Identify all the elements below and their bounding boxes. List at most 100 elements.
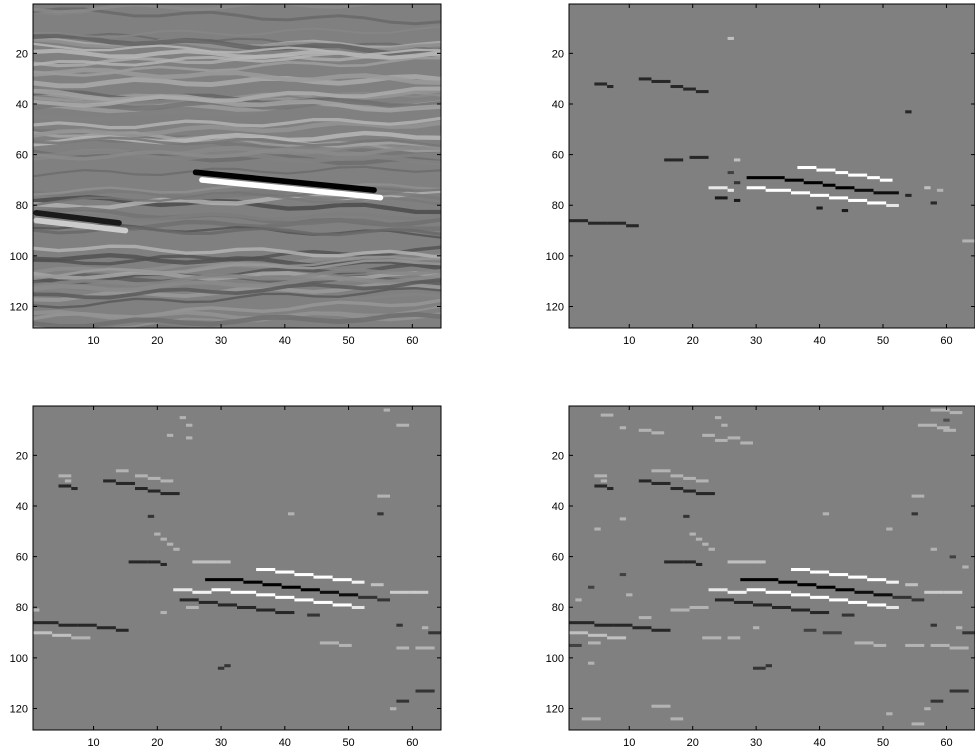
reflectivity-spike	[307, 613, 320, 617]
reflectivity-spike	[683, 560, 696, 564]
reflectivity-spike	[186, 605, 199, 610]
y-tick-label: 60	[552, 552, 564, 564]
reflectivity-spike	[638, 479, 652, 483]
reflectivity-spike	[886, 712, 893, 716]
reflectivity-spike	[867, 603, 887, 607]
x-tick-label: 20	[151, 335, 163, 347]
reflectivity-spike	[313, 600, 333, 604]
reflectivity-spike	[714, 416, 722, 420]
reflectivity-spike	[943, 428, 956, 432]
reflectivity-spike	[784, 178, 804, 182]
heatmap-area	[569, 4, 975, 328]
reflectivity-spike	[733, 158, 741, 162]
reflectivity-spike	[740, 441, 753, 445]
reflectivity-spike	[332, 603, 352, 607]
reflectivity-spike	[594, 484, 608, 488]
reflectivity-spike	[848, 198, 868, 202]
reflectivity-spike	[192, 560, 218, 564]
reflectivity-spike	[708, 186, 728, 190]
reflectivity-spike	[708, 547, 715, 551]
reflectivity-spike	[613, 623, 633, 627]
reflectivity-spike	[727, 590, 747, 594]
reflectivity-spike	[911, 512, 918, 516]
reflectivity-spike	[791, 191, 811, 195]
reflectivity-spike	[58, 484, 72, 488]
reflectivity-spike	[160, 611, 167, 615]
reflectivity-spike	[135, 474, 148, 478]
reflectivity-spike	[607, 221, 627, 225]
reflectivity-spike	[256, 593, 276, 597]
reflector-event	[33, 217, 129, 234]
reflectivity-spike	[166, 433, 174, 437]
reflectivity-spike	[217, 666, 225, 670]
reflectivity-spike	[33, 608, 40, 612]
reflectivity-spike	[370, 583, 384, 587]
reflectivity-spike	[778, 580, 798, 584]
reflectivity-spike	[64, 479, 72, 483]
reflectivity-spike	[339, 643, 352, 647]
reflectivity-spike	[581, 717, 601, 721]
reflectivity-spike	[588, 641, 601, 645]
reflectivity-spike	[632, 626, 652, 630]
reflectivity-spike	[670, 85, 684, 89]
heatmap-area	[33, 4, 441, 328]
reflectivity-spike	[702, 433, 715, 437]
reflectivity-spike	[854, 188, 874, 192]
reflectivity-spike	[670, 487, 684, 491]
reflectivity-spike	[115, 469, 129, 473]
reflectivity-spike	[670, 717, 684, 721]
seismic-trace	[33, 311, 441, 328]
reflectivity-spike	[879, 178, 893, 182]
reflectivity-spike	[822, 631, 842, 635]
reflectivity-spike	[949, 646, 969, 650]
reflectivity-spike	[351, 605, 365, 610]
reflectivity-spike	[607, 487, 614, 491]
reflectivity-spike	[390, 590, 410, 594]
reflectivity-spike	[421, 626, 429, 630]
reflectivity-spike	[829, 598, 849, 602]
reflectivity-spike	[211, 588, 231, 592]
reflectivity-spike	[791, 568, 811, 572]
reflectivity-spike	[607, 636, 627, 640]
reflectivity-spike	[803, 628, 817, 632]
reflectivity-spike	[396, 423, 410, 427]
reflectivity-spike	[339, 593, 359, 597]
reflectivity-spike	[829, 196, 849, 200]
reflectivity-spike	[275, 595, 295, 599]
reflectivity-spike	[752, 560, 766, 564]
seismic-trace	[33, 32, 441, 52]
reflectivity-spike	[683, 489, 696, 493]
reflectivity-spike	[192, 590, 212, 594]
reflectivity-spike	[262, 583, 282, 587]
reflectivity-spike	[33, 631, 53, 635]
reflectivity-spike	[930, 699, 944, 703]
seismic-trace	[33, 67, 441, 85]
reflectivity-spike	[160, 562, 167, 566]
y-tick-label: 20	[552, 48, 564, 60]
reflectivity-spike	[765, 590, 792, 594]
reflectivity-spike	[727, 636, 741, 640]
x-tick-label: 60	[940, 335, 952, 347]
y-tick-label: 60	[16, 150, 28, 162]
reflector-event	[33, 210, 122, 226]
x-tick-label: 50	[342, 335, 354, 347]
axes-frame	[568, 3, 975, 329]
x-tick-label: 30	[750, 737, 762, 749]
reflectivity-spike	[358, 595, 378, 599]
reflectivity-spike	[867, 176, 880, 180]
reflectivity-spike	[147, 489, 161, 493]
seismic-trace	[33, 88, 441, 113]
reflectivity-spike	[791, 593, 811, 597]
reflectivity-spike	[892, 595, 912, 599]
reflectivity-spike	[848, 600, 868, 604]
seismic-trace	[33, 211, 441, 222]
reflectivity-spike	[702, 636, 722, 640]
reflectivity-spike	[58, 623, 78, 627]
reflectivity-spike	[962, 565, 969, 569]
reflectivity-spike	[714, 598, 734, 602]
reflectivity-spike	[651, 431, 665, 435]
y-tick-label: 60	[16, 552, 28, 564]
reflectivity-spike	[746, 588, 766, 592]
reflectivity-spike	[905, 643, 925, 647]
